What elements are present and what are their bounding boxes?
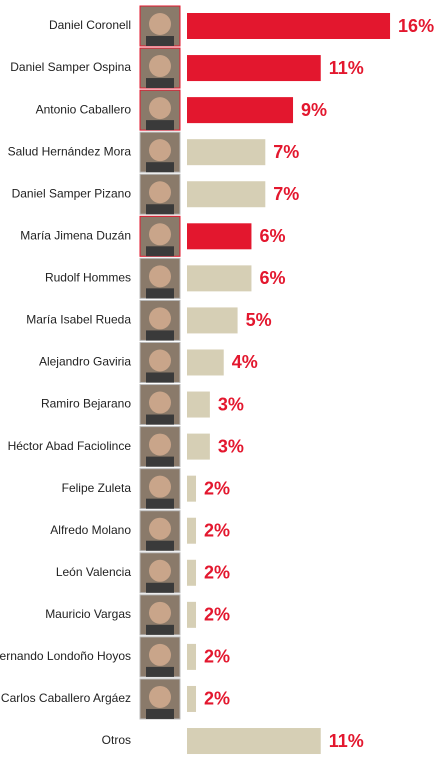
bar [187, 265, 251, 291]
photo-body [146, 162, 174, 172]
photo-body [146, 583, 174, 593]
photo-face [149, 139, 171, 161]
photo-face [149, 476, 171, 498]
category-label: Felipe Zuleta [62, 481, 132, 495]
photo-face [149, 434, 171, 456]
bar [187, 434, 210, 460]
category-label: Daniel Coronell [49, 18, 131, 32]
bar [187, 560, 196, 586]
category-label: Héctor Abad Faciolince [8, 439, 132, 453]
category-label: Daniel Samper Pizano [12, 186, 132, 200]
photo-face [149, 602, 171, 624]
value-label: 3% [218, 436, 244, 456]
value-label: 3% [218, 394, 244, 414]
photo-face [149, 392, 171, 414]
category-label: Rudolf Hommes [45, 271, 131, 285]
category-label: Ramiro Bejarano [41, 397, 131, 411]
bar [187, 686, 196, 712]
value-label: 7% [273, 184, 299, 204]
photo-face [149, 686, 171, 708]
chart: Daniel Coronell 16% Daniel Samper Ospina 11… [0, 0, 436, 757]
bar [187, 476, 196, 502]
bar [187, 13, 390, 39]
value-label: 2% [204, 689, 230, 709]
photo-body [146, 372, 174, 382]
value-label: 2% [204, 520, 230, 540]
bar [187, 181, 265, 207]
bar [187, 97, 293, 123]
photo-body [146, 204, 174, 214]
category-label: Salud Hernández Mora [8, 144, 132, 158]
category-label: Alfredo Molano [50, 523, 131, 537]
photo-face [149, 13, 171, 35]
photo-body [146, 667, 174, 677]
page: {"chart_data": {"type": "bar", "orientat… [0, 0, 436, 757]
photo-body [146, 78, 174, 88]
photo-face [149, 97, 171, 119]
value-label: 2% [204, 563, 230, 583]
bar [187, 602, 196, 628]
bar [187, 644, 196, 670]
category-label: Mauricio Vargas [45, 607, 131, 621]
bar [187, 139, 265, 165]
photo-body [146, 709, 174, 719]
photo-body [146, 499, 174, 509]
photo-face [149, 349, 171, 371]
category-label: María Jimena Duzán [20, 228, 131, 242]
value-label: 4% [232, 352, 258, 372]
bar [187, 55, 321, 81]
photo-body [146, 330, 174, 340]
category-label: León Valencia [56, 565, 131, 579]
photo-face [149, 55, 171, 77]
photo-face [149, 307, 171, 329]
category-label: Alejandro Gaviria [39, 355, 131, 369]
bar [187, 392, 210, 418]
bar [187, 223, 251, 249]
bar [187, 349, 224, 375]
value-label: 11% [329, 731, 364, 751]
value-label: 5% [246, 310, 272, 330]
value-label: 11% [329, 58, 364, 78]
photo-body [146, 36, 174, 46]
value-label: 9% [301, 100, 327, 120]
value-label: 2% [204, 647, 230, 667]
value-label: 2% [204, 605, 230, 625]
photo-face [149, 518, 171, 540]
photo-body [146, 415, 174, 425]
photo-body [146, 246, 174, 256]
category-label: Carlos Caballero Argáez [1, 691, 131, 705]
category-label: Daniel Samper Ospina [10, 60, 131, 74]
category-label: María Isabel Rueda [26, 313, 131, 327]
photo-face [149, 223, 171, 245]
value-label: 6% [259, 268, 285, 288]
photo-face [149, 265, 171, 287]
category-label: Fernando Londoño Hoyos [0, 649, 131, 663]
photo-face [149, 560, 171, 582]
value-label: 6% [259, 226, 285, 246]
category-label: Otros [102, 733, 131, 747]
photo-body [146, 288, 174, 298]
bar [187, 728, 321, 754]
value-label: 7% [273, 142, 299, 162]
photo-face [149, 181, 171, 203]
photo-body [146, 457, 174, 467]
category-label: Antonio Caballero [36, 102, 132, 116]
photo-body [146, 541, 174, 551]
value-label: 2% [204, 478, 230, 498]
photo-body [146, 625, 174, 635]
bar [187, 307, 238, 333]
photo-body [146, 120, 174, 130]
bar [187, 518, 196, 544]
photo-face [149, 644, 171, 666]
value-label: 16% [398, 16, 434, 36]
